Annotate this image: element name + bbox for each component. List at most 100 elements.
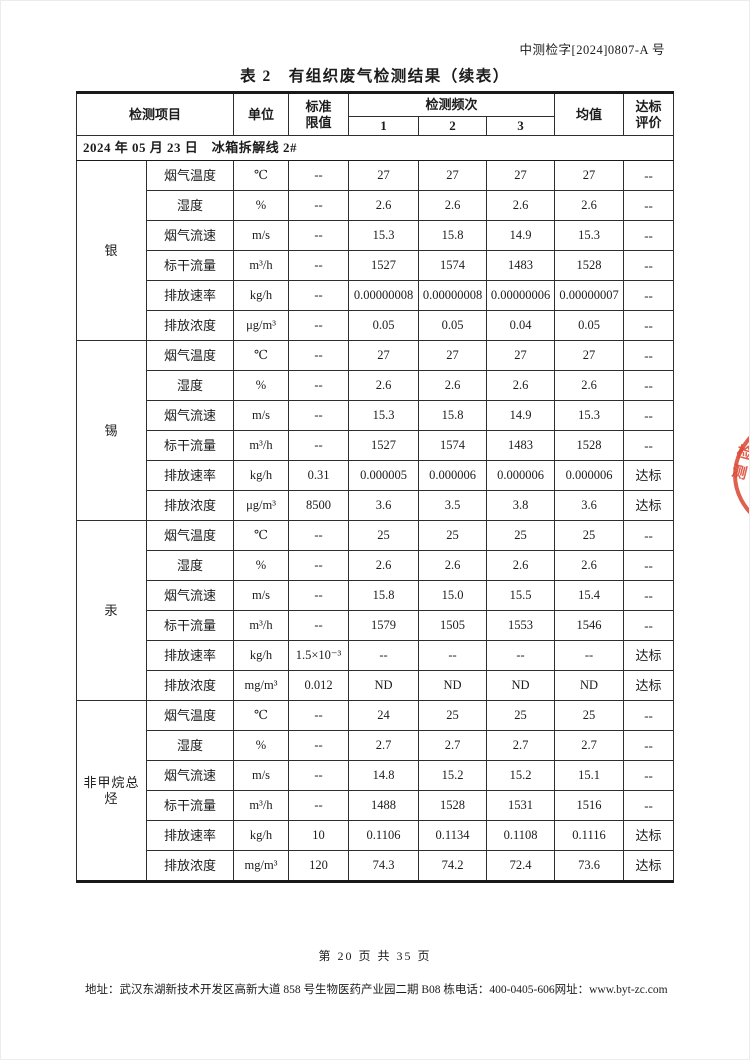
row-value-1: 2.6 bbox=[348, 370, 420, 401]
row-value-2: 3.5 bbox=[418, 490, 488, 521]
table-row: 湿度 % -- 2.7 2.7 2.7 2.7 -- bbox=[77, 730, 675, 761]
row-eval: 达标 bbox=[623, 460, 675, 491]
row-value-2: 27 bbox=[418, 160, 488, 191]
row-param: 排放浓度 bbox=[145, 490, 235, 521]
row-value-1: -- bbox=[348, 640, 420, 671]
row-value-3: 15.5 bbox=[486, 580, 556, 611]
row-limit: -- bbox=[288, 400, 350, 431]
row-value-1: 1527 bbox=[348, 430, 420, 461]
group-nmhc: 非甲烷总烃 烟气温度 ℃ -- 24 25 25 25 -- 湿度 % -- 2… bbox=[76, 700, 675, 882]
row-param: 标干流量 bbox=[145, 610, 235, 641]
row-value-3: 1531 bbox=[486, 790, 556, 821]
row-value-2: 0.1134 bbox=[418, 820, 488, 851]
table-row: 排放浓度 mg/m³ 120 74.3 74.2 72.4 73.6 达标 bbox=[77, 850, 675, 882]
table-row: 烟气流速 m/s -- 14.8 15.2 15.2 15.1 -- bbox=[77, 760, 675, 791]
row-eval: -- bbox=[623, 520, 675, 551]
group-mercury: 汞 烟气温度 ℃ -- 25 25 25 25 -- 湿度 % -- 2.6 2… bbox=[76, 520, 675, 701]
row-mean: -- bbox=[554, 640, 625, 671]
row-unit: ℃ bbox=[233, 160, 290, 191]
row-eval: -- bbox=[623, 220, 675, 251]
row-unit: m³/h bbox=[233, 250, 290, 281]
row-param: 排放速率 bbox=[145, 820, 235, 851]
table-row: 排放浓度 mg/m³ 0.012 ND ND ND ND 达标 bbox=[77, 670, 675, 701]
table-row: 排放速率 kg/h 1.5×10⁻³ -- -- -- -- 达标 bbox=[77, 640, 675, 671]
row-value-3: 2.6 bbox=[486, 190, 556, 221]
row-value-3: 72.4 bbox=[486, 850, 556, 882]
row-mean: 25 bbox=[554, 520, 625, 551]
seal-text: 检测 bbox=[727, 442, 749, 486]
row-value-2: 0.000006 bbox=[418, 460, 488, 491]
row-mean: 15.1 bbox=[554, 760, 625, 791]
row-limit: -- bbox=[288, 340, 350, 371]
table-header: 检测项目 单位 标准 限值 检测频次 均值 达标 评价 1 2 3 bbox=[75, 92, 675, 136]
row-value-2: 0.00000008 bbox=[418, 280, 488, 311]
row-value-3: 27 bbox=[486, 160, 556, 191]
row-value-1: 2.6 bbox=[348, 550, 420, 581]
row-value-3: 2.6 bbox=[486, 550, 556, 581]
row-mean: 2.6 bbox=[554, 370, 625, 401]
row-eval: 达标 bbox=[623, 670, 675, 701]
row-value-3: 1483 bbox=[486, 430, 556, 461]
row-limit: -- bbox=[288, 730, 350, 761]
row-param: 湿度 bbox=[145, 550, 235, 581]
row-eval: 达标 bbox=[623, 490, 675, 521]
row-unit: % bbox=[233, 730, 290, 761]
row-unit: μg/m³ bbox=[233, 310, 290, 341]
row-param: 烟气流速 bbox=[145, 580, 235, 611]
row-value-3: 0.00000006 bbox=[486, 280, 556, 311]
table-row: 标干流量 m³/h -- 1527 1574 1483 1528 -- bbox=[77, 250, 675, 281]
row-eval: -- bbox=[623, 250, 675, 281]
row-unit: kg/h bbox=[233, 280, 290, 311]
footer-address: 地址：武汉东湖新技术开发区高新大道 858 号生物医药产业园二期 B08 栋 bbox=[85, 984, 455, 996]
row-param: 烟气流速 bbox=[145, 400, 235, 431]
group-name: 汞 bbox=[76, 520, 147, 701]
row-unit: m/s bbox=[233, 580, 290, 611]
row-param: 烟气温度 bbox=[145, 700, 235, 731]
row-limit: 0.012 bbox=[288, 670, 350, 701]
footer-phone: 电话：400-0405-606 bbox=[454, 984, 555, 996]
row-unit: % bbox=[233, 370, 290, 401]
row-value-2: 1574 bbox=[418, 250, 488, 281]
row-value-1: 27 bbox=[348, 340, 420, 371]
header-unit: 单位 bbox=[233, 92, 290, 136]
group-name: 非甲烷总烃 bbox=[76, 700, 147, 882]
row-mean: 15.3 bbox=[554, 400, 625, 431]
table-row: 排放速率 kg/h 10 0.1106 0.1134 0.1108 0.1116… bbox=[77, 820, 675, 851]
row-value-1: 2.7 bbox=[348, 730, 420, 761]
row-mean: 1516 bbox=[554, 790, 625, 821]
header-freq-3: 3 bbox=[486, 116, 556, 136]
row-limit: 10 bbox=[288, 820, 350, 851]
header-frequency: 检测频次 bbox=[348, 92, 556, 117]
row-value-2: 15.8 bbox=[418, 220, 488, 251]
row-param: 烟气温度 bbox=[145, 340, 235, 371]
row-mean: 0.000006 bbox=[554, 460, 625, 491]
row-param: 标干流量 bbox=[145, 430, 235, 461]
group-tin: 锡 烟气温度 ℃ -- 27 27 27 27 -- 湿度 % -- 2.6 2… bbox=[76, 340, 675, 521]
table-row: 排放速率 kg/h -- 0.00000008 0.00000008 0.000… bbox=[77, 280, 675, 311]
row-unit: μg/m³ bbox=[233, 490, 290, 521]
table-row: 湿度 % -- 2.6 2.6 2.6 2.6 -- bbox=[77, 190, 675, 221]
doc-number: 中测检字[2024]0807-A 号 bbox=[519, 43, 665, 57]
row-unit: m³/h bbox=[233, 790, 290, 821]
row-limit: -- bbox=[288, 520, 350, 551]
row-eval: -- bbox=[623, 310, 675, 341]
row-value-2: 15.8 bbox=[418, 400, 488, 431]
table-row: 银 烟气温度 ℃ -- 27 27 27 27 -- bbox=[76, 160, 675, 341]
row-param: 湿度 bbox=[145, 730, 235, 761]
header-freq-1: 1 bbox=[348, 116, 420, 136]
row-value-1: 1488 bbox=[348, 790, 420, 821]
table-row: 非甲烷总烃 烟气温度 ℃ -- 24 25 25 25 -- bbox=[76, 700, 675, 882]
row-param: 排放浓度 bbox=[145, 670, 235, 701]
row-value-3: 14.9 bbox=[486, 400, 556, 431]
group-name: 银 bbox=[76, 160, 147, 341]
row-mean: 27 bbox=[554, 340, 625, 371]
row-eval: -- bbox=[623, 430, 675, 461]
row-value-3: 15.2 bbox=[486, 760, 556, 791]
footer-contact: 地址：武汉东湖新技术开发区高新大道 858 号生物医药产业园二期 B08 栋 电… bbox=[85, 981, 668, 997]
row-unit: m/s bbox=[233, 400, 290, 431]
header-evaluation: 达标 评价 bbox=[623, 92, 675, 136]
header-item: 检测项目 bbox=[75, 92, 235, 136]
row-unit: mg/m³ bbox=[233, 670, 290, 701]
table-row: 标干流量 m³/h -- 1579 1505 1553 1546 -- bbox=[77, 610, 675, 641]
row-value-3: 1483 bbox=[486, 250, 556, 281]
